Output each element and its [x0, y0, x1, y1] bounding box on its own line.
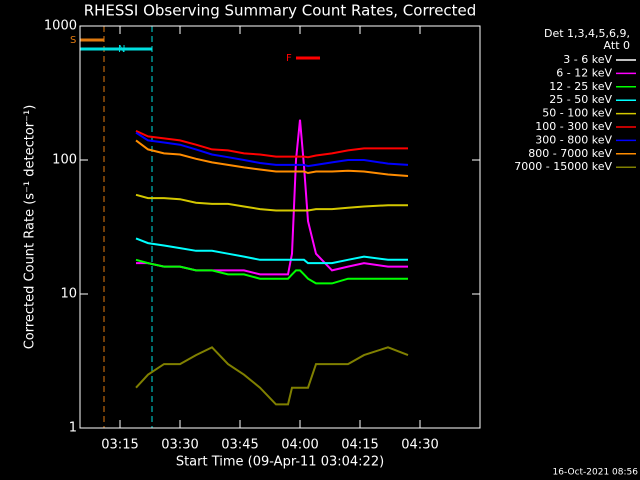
series-line [136, 119, 408, 276]
legend-label: 300 - 800 keV [535, 133, 612, 146]
x-axis-label: Start Time (09-Apr-11 03:04:22) [176, 455, 384, 470]
series-line [135, 237, 408, 265]
x-tick-label: 04:15 [341, 438, 378, 453]
series-line [135, 129, 408, 159]
legend-label: 12 - 25 keV [549, 80, 612, 93]
x-tick-label: 03:30 [161, 438, 198, 453]
series-line [135, 131, 409, 168]
legend-label: 7000 - 15000 keV [514, 160, 612, 173]
y-axis-label: Corrected Count Rate (s⁻¹ detector⁻¹) [23, 105, 38, 350]
y-tick-label: 100 [52, 153, 77, 168]
y-tick-label: 10 [60, 287, 77, 302]
flag-label: N [118, 44, 125, 55]
footer: 16-Oct-2021 08:56 [553, 468, 639, 478]
plot-frame [79, 25, 481, 429]
x-tick-label: 03:45 [221, 438, 258, 453]
chart-title: RHESSI Observing Summary Count Rates, Co… [84, 2, 477, 20]
legend-label: 25 - 50 keV [549, 93, 612, 106]
legend-label: 6 - 12 keV [556, 66, 612, 79]
x-tick-label: 03:15 [101, 438, 138, 453]
legend-label: 800 - 7000 keV [528, 147, 612, 160]
legend-label: 3 - 6 keV [563, 53, 612, 66]
x-tick-label: 04:00 [281, 438, 318, 453]
legend-title: Att 0 [604, 39, 630, 52]
series-line [135, 139, 409, 177]
series-line [135, 346, 409, 406]
y-tick-label: 1000 [44, 19, 77, 34]
x-tick-label: 04:30 [401, 438, 438, 453]
series-line [135, 193, 408, 212]
flag-label: S [70, 35, 76, 46]
y-tick-label: 1 [69, 421, 77, 436]
series-line [135, 258, 408, 285]
series-line [136, 144, 409, 330]
legend-label: 50 - 100 keV [542, 107, 612, 120]
legend-title: Det 1,3,4,5,6,9, [544, 27, 630, 40]
flag-label: F [286, 53, 292, 64]
legend-label: 100 - 300 keV [535, 120, 612, 133]
